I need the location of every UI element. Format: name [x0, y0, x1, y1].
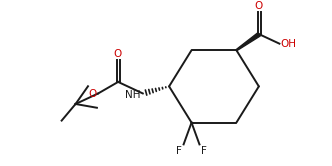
- Text: F: F: [201, 146, 207, 156]
- Polygon shape: [236, 33, 260, 51]
- Text: O: O: [89, 88, 97, 99]
- Text: O: O: [254, 1, 263, 11]
- Text: O: O: [113, 49, 122, 59]
- Text: F: F: [176, 146, 182, 156]
- Text: NH: NH: [125, 90, 141, 100]
- Text: OH: OH: [281, 39, 297, 49]
